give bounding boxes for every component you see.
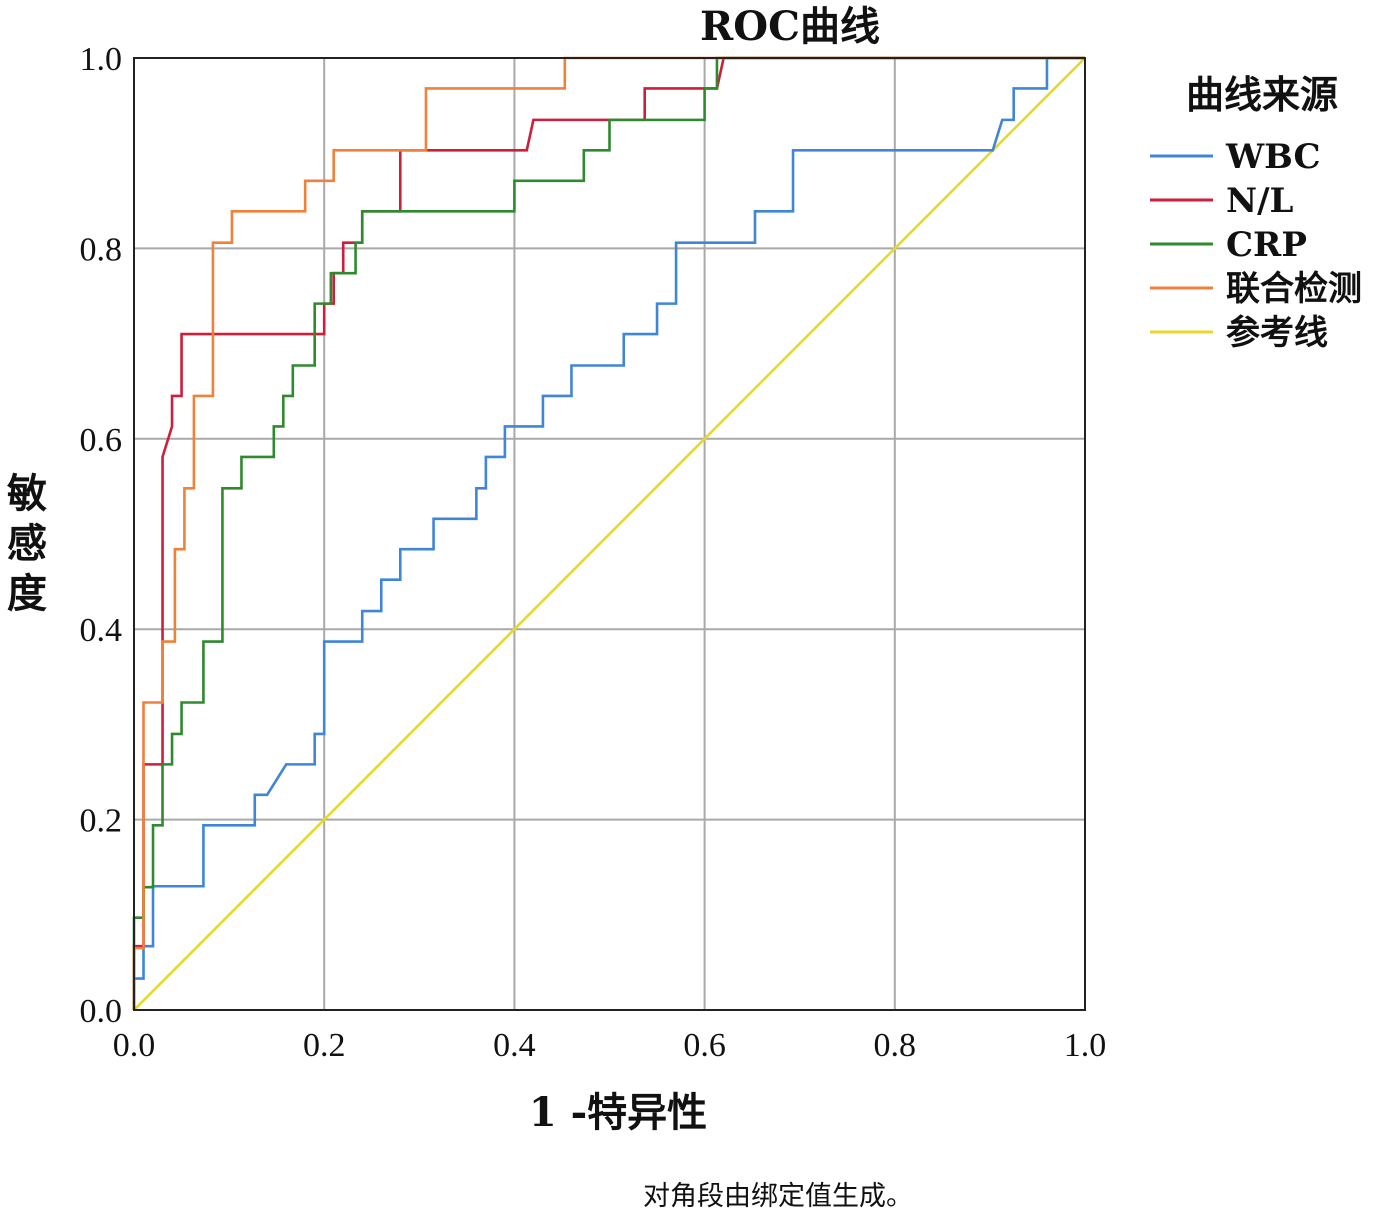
series-line-0 [132, 56, 1085, 1010]
chart-title: ROC曲线 [700, 3, 880, 50]
y-tick-label: 0.2 [80, 803, 123, 840]
y-tick-label: 1.0 [80, 41, 123, 78]
legend-label-4: 参考线 [1226, 313, 1328, 353]
x-tick-label: 0.2 [303, 1027, 346, 1064]
x-axis-label: 1 -特异性 [529, 1089, 707, 1136]
legend-label-3: 联合检测 [1226, 269, 1362, 309]
series-line-4 [133, 57, 1086, 1011]
footnote: 对角段由绑定值生成。 [643, 1181, 913, 1212]
plot-frame [133, 57, 1086, 1011]
x-tick-label: 1.0 [1064, 1027, 1107, 1064]
y-tick-label: 0.4 [80, 612, 123, 649]
legend-label-0: WBC [1225, 137, 1321, 177]
x-tick-label: 0.8 [874, 1027, 917, 1064]
y-tick-label: 0.0 [80, 993, 123, 1030]
y-axis-label-text: 敏感度 [7, 470, 47, 617]
legend-label-1: N/L [1226, 181, 1293, 221]
x-tick-label: 0.6 [683, 1027, 726, 1064]
x-tick-label: 0.0 [113, 1027, 156, 1064]
grid-lines [134, 58, 1085, 1010]
y-tick-label: 0.8 [80, 231, 123, 268]
legend-title: 曲线来源 [1186, 72, 1338, 117]
x-tick-label: 0.4 [493, 1027, 536, 1064]
y-tick-label: 0.6 [80, 422, 123, 459]
series-line-2 [132, 56, 1085, 1010]
y-tick-labels: 0.0 0.2 0.4 0.6 0.8 1.0 [80, 41, 123, 1030]
y-axis-label: 敏感度 [7, 470, 47, 617]
series-line-3 [132, 56, 1085, 1010]
x-tick-labels: 0.0 0.2 0.4 0.6 0.8 1.0 [113, 1027, 1107, 1064]
legend-label-2: CRP [1226, 225, 1307, 265]
series-layer [132, 56, 1086, 1011]
